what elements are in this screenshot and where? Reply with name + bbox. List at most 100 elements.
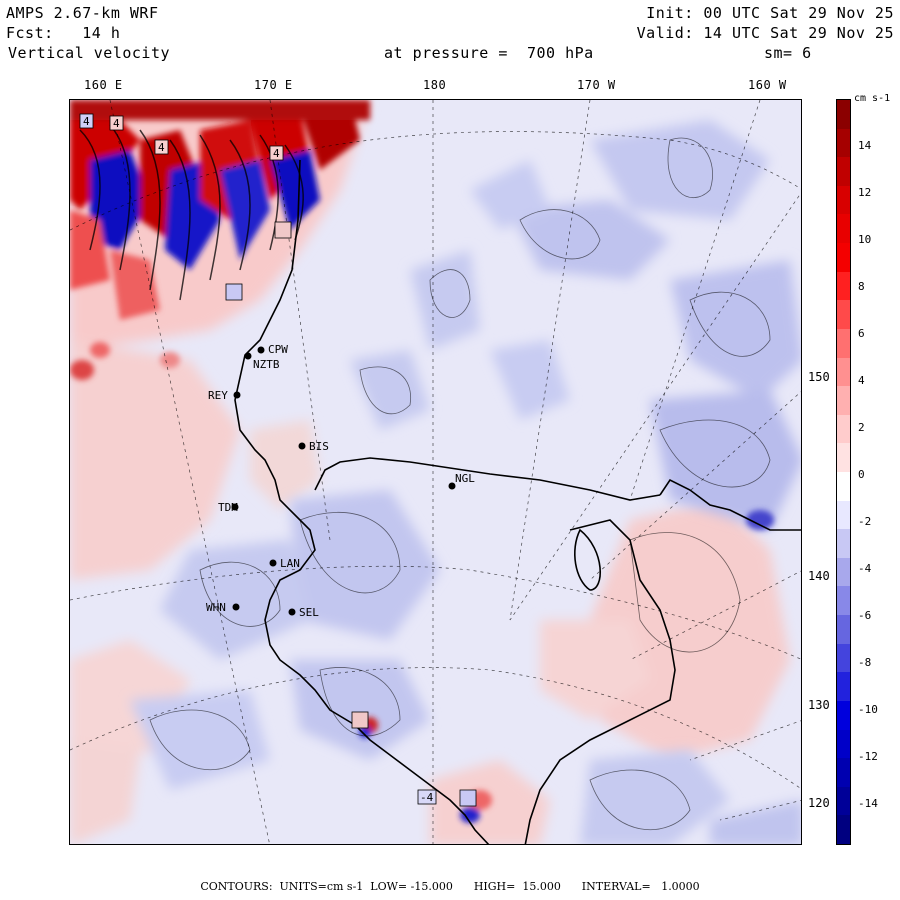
station-ngl: NGL	[448, 472, 475, 490]
colorbar-tick-label: 14	[858, 139, 872, 152]
contour-lines	[149, 137, 771, 830]
colorbar-tick-label: 8	[858, 280, 865, 293]
contour-marker-2-text: 4	[158, 141, 165, 154]
colorbar-tick-label: 0	[858, 468, 865, 481]
dense-contour-lines	[79, 124, 304, 301]
colorbar-swatch	[837, 100, 850, 130]
contour-marker-5-text: -4	[420, 791, 434, 804]
contour-marker-3: 4	[269, 145, 284, 161]
lon-label-130w: 130 W	[808, 698, 845, 712]
colorbar-swatch	[837, 500, 850, 530]
colorbar-swatch	[837, 128, 850, 158]
station-tdm: TDM	[218, 501, 239, 514]
colorbar-tick-label: -14	[858, 797, 878, 810]
colorbar-tick-label: -2	[858, 515, 872, 528]
station-bis: BIS	[298, 440, 329, 453]
colorbar-swatch	[837, 615, 850, 645]
contour-box-small	[459, 789, 477, 807]
contour-marker-5: -4	[417, 789, 437, 805]
lon-label-170e: 170 E	[254, 78, 293, 92]
coastline	[234, 159, 801, 844]
colorbar-tick-label: -12	[858, 750, 878, 763]
colorbar-swatch	[837, 643, 850, 673]
colorbar-tick-label: -8	[858, 656, 872, 669]
contour-info-footer: CONTOURS: UNITS=cm s-1 LOW= -15.000 HIGH…	[200, 880, 700, 893]
colorbar	[836, 99, 851, 845]
contour-box-small	[351, 711, 369, 729]
contour-label-boxes: 4 4 4 4 -4	[79, 113, 477, 807]
colorbar-swatch	[837, 729, 850, 759]
contour-marker-2: 4	[154, 139, 169, 155]
forecast-hour: Fcst: 14 h	[6, 24, 121, 42]
svg-text:WHN: WHN	[206, 601, 226, 614]
variable-name: Vertical velocity	[8, 44, 171, 62]
station-markers: CPW NZTB REY BIS NGL TDM LAN WHN SEL	[206, 343, 475, 619]
svg-text:CPW: CPW	[268, 343, 288, 356]
colorbar-tick-label: 4	[858, 374, 865, 387]
colorbar-swatch	[837, 386, 850, 416]
lon-label-150w: 150 W	[808, 370, 845, 384]
colorbar-swatch	[837, 472, 850, 502]
colorbar-units: cm s-1	[854, 93, 891, 104]
colorbar-tick-label: 2	[858, 421, 865, 434]
lon-label-160w: 160 W	[748, 78, 787, 92]
contour-box-small	[225, 283, 243, 301]
contour-box-small	[274, 221, 292, 239]
colorbar-tick-label: -4	[858, 562, 872, 575]
colorbar-tick-label: 10	[858, 233, 872, 246]
colorbar-swatch	[837, 357, 850, 387]
svg-text:NGL: NGL	[455, 472, 475, 485]
colorbar-swatch	[837, 157, 850, 187]
svg-text:BIS: BIS	[309, 440, 329, 453]
svg-text:TDM: TDM	[218, 501, 238, 514]
colorbar-swatch	[837, 243, 850, 273]
colorbar-swatch	[837, 758, 850, 788]
station-lan: LAN	[269, 557, 300, 570]
colorbar-swatch	[837, 586, 850, 616]
valid-time: Valid: 14 UTC Sat 29 Nov 25	[636, 24, 894, 42]
lon-label-140w: 140 W	[808, 569, 845, 583]
strong-gradient-band	[70, 100, 370, 320]
lon-label-160e: 160 E	[84, 78, 123, 92]
init-time: Init: 00 UTC Sat 29 Nov 25	[646, 4, 894, 22]
colorbar-swatch	[837, 529, 850, 559]
colorbar-tick-label: -10	[858, 703, 878, 716]
colorbar-swatch	[837, 700, 850, 731]
colorbar-tick-label: 12	[858, 186, 872, 199]
station-cpw: CPW	[257, 343, 288, 356]
colorbar-swatch	[837, 815, 850, 845]
svg-text:LAN: LAN	[280, 557, 300, 570]
svg-text:REY: REY	[208, 389, 228, 402]
colorbar-swatch	[837, 328, 850, 359]
lon-label-180: 180	[423, 78, 447, 92]
model-title: AMPS 2.67-km WRF	[6, 4, 159, 22]
contour-marker-4: 4	[79, 113, 94, 129]
colorbar-tick-label: -6	[858, 609, 872, 622]
colorbar-swatch	[837, 300, 850, 330]
station-sel: SEL	[288, 606, 319, 619]
negative-regions	[130, 120, 801, 844]
colorbar-swatch	[837, 786, 850, 816]
station-nztb: NZTB	[244, 352, 280, 371]
colorbar-swatch	[837, 672, 850, 702]
svg-text:NZTB: NZTB	[253, 358, 280, 371]
lon-label-170w: 170 W	[577, 78, 616, 92]
contour-marker-1-text: 4	[113, 117, 120, 130]
contour-marker-1: 4	[109, 115, 124, 131]
svg-text:SEL: SEL	[299, 606, 319, 619]
colorbar-swatch	[837, 185, 850, 215]
coastal-positive-spots	[70, 342, 774, 823]
colorbar-swatch	[837, 443, 850, 473]
graticule	[70, 100, 801, 844]
colorbar-swatch	[837, 414, 850, 444]
contour-marker-3-text: 4	[273, 147, 280, 160]
contour-marker-4-text: 4	[83, 115, 90, 128]
pressure-level: at pressure = 700 hPa	[384, 44, 594, 62]
colorbar-swatch	[837, 271, 850, 301]
station-rey: REY	[208, 389, 241, 402]
station-whn: WHN	[206, 601, 240, 614]
colorbar-swatch	[837, 557, 850, 587]
smoothing-value: sm= 6	[764, 44, 812, 62]
map-panel: 4 4 4 4 -4 CPW NZTB REY BIS NGL TDM LAN …	[69, 99, 802, 845]
lon-label-120w: 120 W	[808, 796, 845, 810]
